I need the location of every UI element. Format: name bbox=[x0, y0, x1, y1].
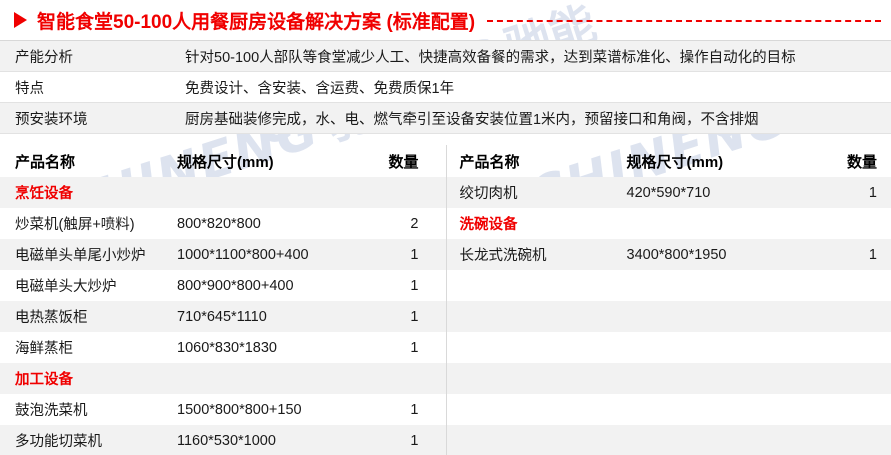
cell-qty: 1 bbox=[410, 401, 419, 418]
table-row bbox=[446, 394, 891, 425]
column-header-name: 产品名称 bbox=[15, 153, 76, 171]
cell-qty: 2 bbox=[410, 215, 419, 232]
cell-spec: 1500*800*800+150 bbox=[177, 401, 302, 418]
cell-spec: 800*900*800+400 bbox=[177, 277, 294, 294]
info-label: 特点 bbox=[15, 80, 44, 97]
cell-name: 加工设备 bbox=[15, 372, 73, 388]
info-label: 产能分析 bbox=[15, 49, 73, 66]
triangle-right-icon bbox=[14, 12, 27, 28]
table-row: 电磁单头单尾小炒炉 1000*1100*800+400 1 bbox=[0, 239, 446, 270]
cell-name: 电热蒸饭柜 bbox=[15, 310, 88, 326]
equipment-table-right: 产品名称 规格尺寸(mm) 数量 绞切肉机 420*590*710 1 洗碗设备… bbox=[445, 145, 891, 455]
cell-spec: 800*820*800 bbox=[177, 215, 261, 232]
cell-name: 烹饪设备 bbox=[15, 186, 73, 202]
cell-spec: 1060*830*1830 bbox=[177, 339, 277, 356]
column-header-spec: 规格尺寸(mm) bbox=[626, 153, 724, 171]
table-row bbox=[446, 363, 891, 394]
cell-name: 电磁单头单尾小炒炉 bbox=[15, 248, 146, 264]
table-row bbox=[446, 270, 891, 301]
cell-spec: 1160*530*1000 bbox=[177, 432, 276, 449]
cell-name: 多功能切菜机 bbox=[15, 434, 102, 450]
cell-name: 鼓泡洗菜机 bbox=[15, 403, 88, 419]
column-header-spec: 规格尺寸(mm) bbox=[177, 153, 274, 171]
table-row bbox=[446, 301, 891, 332]
page-title: 智能食堂50-100人用餐厨房设备解决方案 (标准配置) bbox=[0, 0, 891, 40]
info-value: 免费设计、含安装、含运费、免费质保1年 bbox=[185, 80, 455, 97]
table-header-row: 产品名称 规格尺寸(mm) 数量 bbox=[0, 145, 446, 177]
equipment-tables: 产品名称 规格尺寸(mm) 数量 烹饪设备 炒菜机(触屏+喷料) 800*820… bbox=[0, 145, 891, 455]
cell-qty: 1 bbox=[868, 246, 877, 263]
info-row: 特点 免费设计、含安装、含运费、免费质保1年 bbox=[0, 72, 891, 103]
table-row: 多功能切菜机 1160*530*1000 1 bbox=[0, 425, 446, 455]
table-row: 绞切肉机 420*590*710 1 bbox=[446, 177, 891, 208]
info-row: 产能分析 针对50-100人部队等食堂减少人工、快捷高效备餐的需求，达到菜谱标准… bbox=[0, 41, 891, 72]
equipment-table-left: 产品名称 规格尺寸(mm) 数量 烹饪设备 炒菜机(触屏+喷料) 800*820… bbox=[0, 145, 446, 455]
table-header-row: 产品名称 规格尺寸(mm) 数量 bbox=[447, 145, 891, 177]
cell-qty: 1 bbox=[410, 432, 419, 449]
cell-name: 电磁单头大炒炉 bbox=[15, 279, 117, 295]
cell-spec: 3400*800*1950 bbox=[626, 246, 727, 263]
page-title-text: 智能食堂50-100人用餐厨房设备解决方案 (标准配置) bbox=[37, 11, 476, 33]
info-value: 针对50-100人部队等食堂减少人工、快捷高效备餐的需求，达到菜谱标准化、操作自… bbox=[185, 49, 796, 66]
cell-qty: 1 bbox=[410, 308, 419, 325]
cell-name: 洗碗设备 bbox=[459, 217, 518, 233]
cell-name: 炒菜机(触屏+喷料) bbox=[15, 217, 135, 233]
cell-spec: 420*590*710 bbox=[626, 184, 711, 201]
cell-name: 绞切肉机 bbox=[459, 186, 518, 202]
cell-spec: 710*645*1110 bbox=[177, 308, 267, 325]
cell-qty: 1 bbox=[410, 339, 419, 356]
table-row: 炒菜机(触屏+喷料) 800*820*800 2 bbox=[0, 208, 446, 239]
table-row bbox=[446, 425, 891, 455]
column-header-qty: 数量 bbox=[846, 153, 877, 171]
info-section: 产能分析 针对50-100人部队等食堂减少人工、快捷高效备餐的需求，达到菜谱标准… bbox=[0, 40, 891, 134]
column-header-name: 产品名称 bbox=[459, 153, 520, 171]
table-row: 电磁单头大炒炉 800*900*800+400 1 bbox=[0, 270, 446, 301]
info-value: 厨房基础装修完成，水、电、燃气牵引至设备安装位置1米内，预留接口和角阀，不含排烟 bbox=[185, 111, 759, 128]
cell-name: 海鲜蒸柜 bbox=[15, 341, 73, 357]
table-row: 海鲜蒸柜 1060*830*1830 1 bbox=[0, 332, 446, 363]
table-row: 加工设备 bbox=[0, 363, 446, 394]
table-row: 长龙式洗碗机 3400*800*1950 1 bbox=[446, 239, 891, 270]
info-label: 预安装环境 bbox=[15, 111, 88, 128]
table-row: 洗碗设备 bbox=[446, 208, 891, 239]
table-row: 电热蒸饭柜 710*645*1110 1 bbox=[0, 301, 446, 332]
cell-qty: 1 bbox=[868, 184, 877, 201]
column-header-qty: 数量 bbox=[388, 153, 419, 171]
cell-qty: 1 bbox=[410, 246, 419, 263]
table-row bbox=[446, 332, 891, 363]
title-dashed-rule bbox=[487, 20, 881, 22]
info-row: 预安装环境 厨房基础装修完成，水、电、燃气牵引至设备安装位置1米内，预留接口和角… bbox=[0, 103, 891, 134]
cell-spec: 1000*1100*800+400 bbox=[177, 246, 309, 263]
table-row: 烹饪设备 bbox=[0, 177, 446, 208]
cell-name: 长龙式洗碗机 bbox=[459, 248, 547, 264]
table-row: 鼓泡洗菜机 1500*800*800+150 1 bbox=[0, 394, 446, 425]
cell-qty: 1 bbox=[410, 277, 419, 294]
